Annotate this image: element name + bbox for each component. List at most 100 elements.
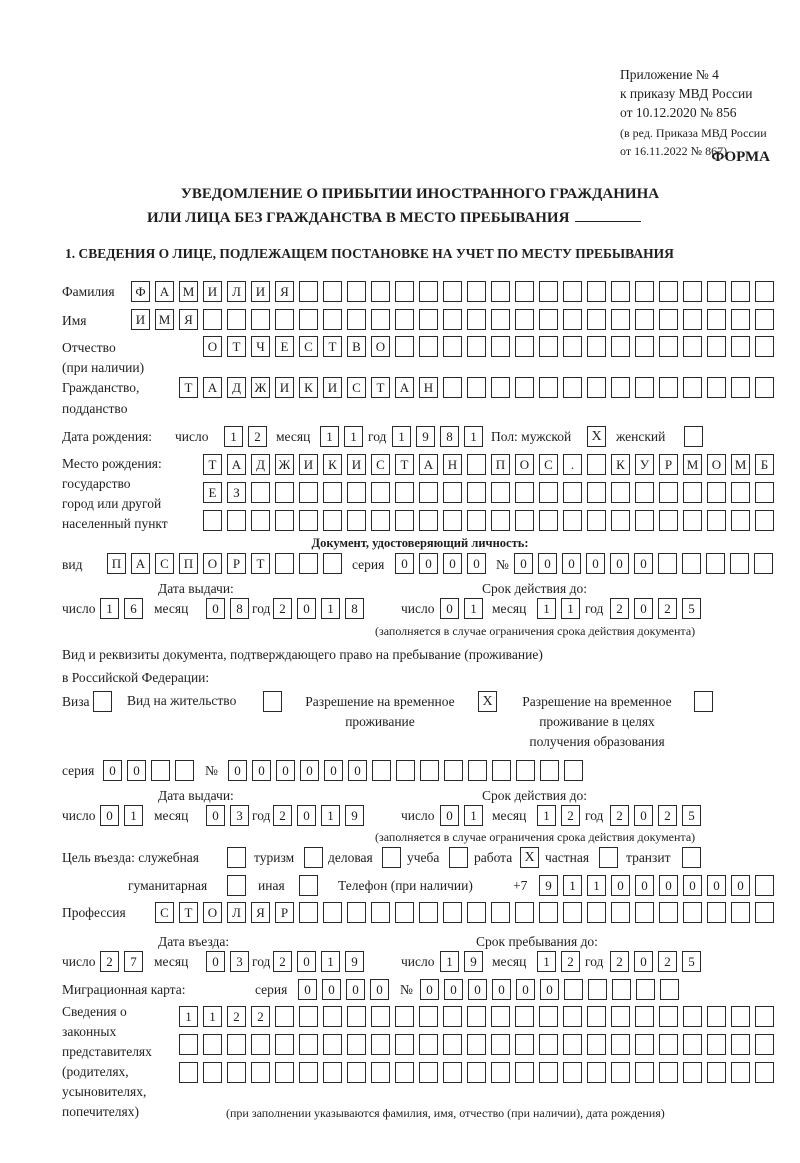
char-box[interactable] <box>731 281 750 302</box>
char-box[interactable]: 2 <box>100 951 119 972</box>
char-box[interactable] <box>659 1062 678 1083</box>
char-box[interactable] <box>419 309 438 330</box>
char-box[interactable] <box>515 1034 534 1055</box>
char-box[interactable]: Т <box>251 553 270 574</box>
char-box[interactable] <box>323 553 342 574</box>
char-box[interactable] <box>491 1062 510 1083</box>
char-box[interactable]: Ж <box>275 454 294 475</box>
char-box[interactable] <box>491 377 510 398</box>
char-box[interactable]: 1 <box>179 1006 198 1027</box>
char-box[interactable] <box>227 510 246 531</box>
char-box[interactable] <box>371 309 390 330</box>
char-box[interactable]: Е <box>275 336 294 357</box>
char-box[interactable] <box>371 510 390 531</box>
char-box[interactable] <box>731 902 750 923</box>
char-box[interactable] <box>563 482 582 503</box>
char-box[interactable] <box>467 1006 486 1027</box>
char-box[interactable]: В <box>347 336 366 357</box>
char-box[interactable] <box>275 1062 294 1083</box>
char-box[interactable]: 9 <box>464 951 483 972</box>
char-box[interactable]: 1 <box>587 875 606 896</box>
char-box[interactable] <box>491 1034 510 1055</box>
char-box[interactable] <box>563 1034 582 1055</box>
char-box[interactable] <box>635 482 654 503</box>
char-box[interactable] <box>515 482 534 503</box>
char-box[interactable] <box>563 309 582 330</box>
char-box[interactable] <box>395 1034 414 1055</box>
char-box[interactable] <box>755 902 774 923</box>
char-box[interactable] <box>467 336 486 357</box>
char-box[interactable]: С <box>539 454 558 475</box>
char-box[interactable]: 5 <box>682 598 701 619</box>
char-box[interactable] <box>371 902 390 923</box>
purpose-study-checkbox[interactable] <box>449 847 468 868</box>
char-box[interactable] <box>299 309 318 330</box>
char-box[interactable] <box>323 281 342 302</box>
male-checkbox[interactable]: X <box>587 426 606 447</box>
char-box[interactable] <box>515 377 534 398</box>
char-box[interactable] <box>707 1006 726 1027</box>
char-box[interactable] <box>683 902 702 923</box>
char-box[interactable] <box>395 336 414 357</box>
char-box[interactable]: 1 <box>344 426 363 447</box>
char-box[interactable] <box>659 482 678 503</box>
char-box[interactable] <box>683 1062 702 1083</box>
char-box[interactable]: Т <box>323 336 342 357</box>
char-box[interactable] <box>516 760 535 781</box>
char-box[interactable] <box>539 309 558 330</box>
char-box[interactable] <box>443 902 462 923</box>
char-box[interactable] <box>563 510 582 531</box>
char-box[interactable] <box>539 336 558 357</box>
char-box[interactable] <box>707 1062 726 1083</box>
char-box[interactable] <box>659 1034 678 1055</box>
char-box[interactable]: . <box>563 454 582 475</box>
char-box[interactable] <box>371 281 390 302</box>
char-box[interactable] <box>587 902 606 923</box>
char-box[interactable] <box>539 1062 558 1083</box>
char-box[interactable]: 0 <box>440 598 459 619</box>
char-box[interactable]: 0 <box>516 979 535 1000</box>
char-box[interactable]: 0 <box>348 760 367 781</box>
char-box[interactable] <box>443 510 462 531</box>
char-box[interactable]: Я <box>275 281 294 302</box>
char-box[interactable] <box>203 1034 222 1055</box>
char-box[interactable] <box>611 281 630 302</box>
char-box[interactable] <box>563 377 582 398</box>
char-box[interactable]: 2 <box>610 951 629 972</box>
char-box[interactable] <box>179 1062 198 1083</box>
char-box[interactable]: 1 <box>203 1006 222 1027</box>
char-box[interactable]: 9 <box>345 805 364 826</box>
char-box[interactable]: Д <box>227 377 246 398</box>
char-box[interactable] <box>299 482 318 503</box>
char-box[interactable] <box>611 309 630 330</box>
char-box[interactable]: 0 <box>444 979 463 1000</box>
char-box[interactable]: 9 <box>345 951 364 972</box>
char-box[interactable] <box>635 1006 654 1027</box>
purpose-tourism-checkbox[interactable] <box>304 847 323 868</box>
char-box[interactable]: 3 <box>230 805 249 826</box>
char-box[interactable] <box>151 760 170 781</box>
char-box[interactable] <box>731 1006 750 1027</box>
char-box[interactable] <box>515 336 534 357</box>
char-box[interactable]: 0 <box>206 598 225 619</box>
char-box[interactable] <box>347 482 366 503</box>
char-box[interactable]: 2 <box>658 951 677 972</box>
char-box[interactable] <box>419 1062 438 1083</box>
char-box[interactable]: 0 <box>586 553 605 574</box>
char-box[interactable]: 0 <box>103 760 122 781</box>
char-box[interactable]: У <box>635 454 654 475</box>
char-box[interactable] <box>395 1062 414 1083</box>
char-box[interactable] <box>323 510 342 531</box>
char-box[interactable] <box>515 1062 534 1083</box>
char-box[interactable]: Р <box>659 454 678 475</box>
char-box[interactable]: 2 <box>658 805 677 826</box>
char-box[interactable]: 2 <box>273 951 292 972</box>
purpose-business-checkbox[interactable] <box>382 847 401 868</box>
